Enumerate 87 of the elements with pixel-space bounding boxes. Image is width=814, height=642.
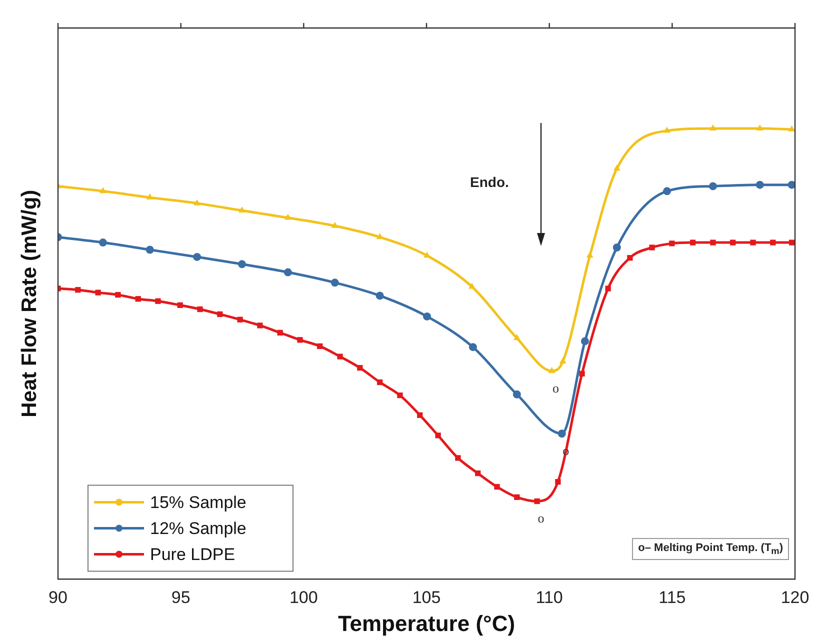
x-tick-label: 110 bbox=[536, 588, 563, 608]
annotation: Endo. bbox=[470, 174, 509, 190]
point bbox=[330, 278, 339, 287]
point bbox=[337, 354, 343, 360]
point bbox=[558, 430, 566, 438]
x-tick-label: 100 bbox=[289, 588, 318, 608]
point bbox=[663, 187, 672, 196]
point bbox=[331, 222, 338, 228]
point bbox=[75, 287, 81, 293]
point bbox=[770, 240, 776, 246]
legend-label: 12% Sample bbox=[150, 518, 246, 538]
point bbox=[99, 187, 106, 194]
point bbox=[709, 124, 716, 131]
point bbox=[514, 494, 520, 500]
x-tick-label: 120 bbox=[780, 588, 810, 608]
point bbox=[708, 182, 717, 190]
point bbox=[756, 180, 764, 189]
point bbox=[612, 243, 621, 252]
point bbox=[317, 343, 323, 350]
point bbox=[605, 286, 611, 292]
point bbox=[376, 379, 383, 386]
point bbox=[669, 240, 675, 246]
annotation: o bbox=[552, 380, 560, 396]
point bbox=[177, 302, 183, 308]
point bbox=[422, 312, 431, 320]
point bbox=[788, 180, 795, 189]
point bbox=[417, 412, 423, 418]
point bbox=[424, 252, 430, 258]
point bbox=[788, 240, 795, 246]
point bbox=[146, 193, 154, 200]
point bbox=[197, 306, 203, 312]
point bbox=[284, 268, 292, 276]
point bbox=[284, 214, 292, 220]
point bbox=[217, 311, 223, 318]
point bbox=[512, 390, 521, 398]
point bbox=[257, 322, 263, 328]
point bbox=[98, 238, 107, 247]
point bbox=[277, 330, 283, 336]
point bbox=[788, 125, 795, 132]
point bbox=[756, 124, 764, 131]
point bbox=[193, 252, 202, 261]
point bbox=[534, 498, 540, 504]
point bbox=[155, 298, 161, 304]
point bbox=[376, 292, 384, 300]
point bbox=[548, 366, 556, 373]
legend-label: 15% Sample bbox=[150, 492, 246, 512]
point bbox=[586, 252, 594, 258]
point bbox=[238, 206, 246, 213]
point bbox=[435, 432, 441, 438]
point bbox=[750, 240, 756, 246]
x-axis-title: Temperature (°C) bbox=[338, 610, 516, 636]
point bbox=[238, 260, 246, 268]
point bbox=[135, 296, 141, 302]
point bbox=[397, 392, 403, 398]
point bbox=[475, 470, 481, 476]
x-tick-label: 115 bbox=[658, 588, 686, 608]
point bbox=[297, 337, 303, 343]
point bbox=[627, 255, 633, 261]
point bbox=[580, 337, 589, 346]
point bbox=[513, 334, 520, 340]
legend-label: Pure LDPE bbox=[150, 544, 236, 564]
point bbox=[613, 164, 620, 171]
point bbox=[194, 199, 201, 206]
annotation: o bbox=[538, 510, 544, 526]
point bbox=[555, 479, 561, 485]
point bbox=[95, 290, 101, 296]
point bbox=[664, 126, 670, 133]
point bbox=[376, 233, 384, 240]
annotation: o– Melting Point Temp. (T$_{m}$) bbox=[632, 538, 789, 560]
point bbox=[468, 343, 477, 352]
x-tick-label: 105 bbox=[412, 588, 441, 608]
point bbox=[690, 240, 696, 246]
point bbox=[455, 455, 461, 461]
point bbox=[710, 240, 716, 246]
point bbox=[579, 370, 585, 377]
point bbox=[468, 282, 476, 289]
point bbox=[115, 292, 121, 298]
point bbox=[559, 358, 566, 364]
x-tick-label: 90 bbox=[48, 588, 68, 608]
point bbox=[146, 246, 154, 254]
point bbox=[494, 484, 500, 490]
point bbox=[237, 316, 243, 322]
x-tick-label: 95 bbox=[171, 588, 190, 608]
point bbox=[357, 364, 363, 371]
y-axis-title: Heat Flow Rate (mW/g) bbox=[18, 190, 41, 418]
point bbox=[649, 244, 655, 250]
point bbox=[730, 240, 736, 246]
